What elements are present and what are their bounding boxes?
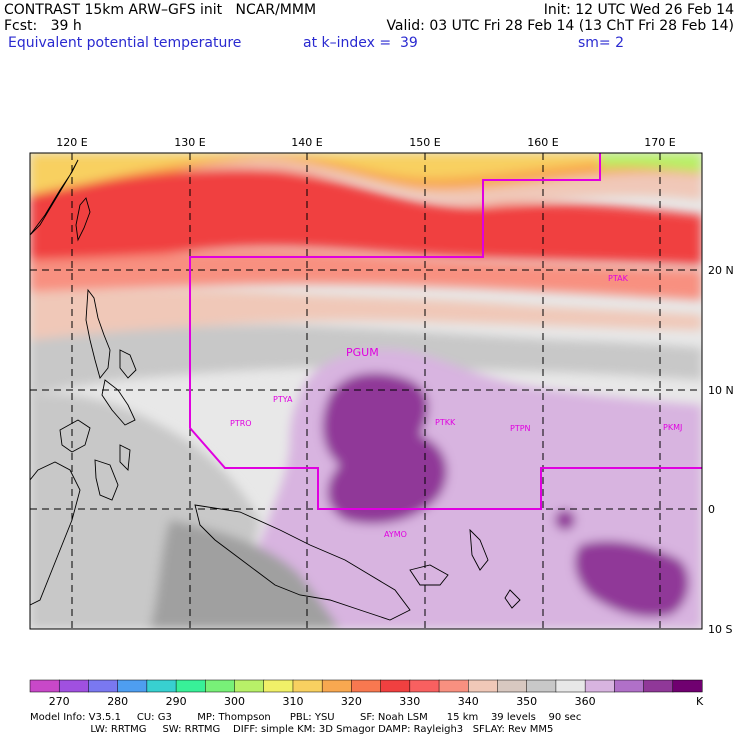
plot-title: CONTRAST 15km ARW–GFS init NCAR/MMM: [4, 2, 317, 18]
lon-label: 140 E: [291, 136, 322, 149]
colorbar-swatch: [351, 679, 382, 693]
station-label: PGUM: [346, 346, 379, 359]
colorbar-swatch: [614, 679, 645, 693]
colorbar-swatch: [380, 679, 411, 693]
station-label: AYMO: [384, 530, 407, 539]
colorbar-swatch: [643, 679, 674, 693]
lat-label: 0: [708, 503, 715, 516]
station-label: PTYA: [273, 395, 293, 404]
theta-e-field: [30, 153, 702, 629]
lat-label: 10 S: [708, 623, 732, 636]
colorbar-swatch: [175, 679, 206, 693]
colorbar-swatch: [117, 679, 148, 693]
colorbar-tick-label: 350: [516, 695, 537, 708]
lon-label: 160 E: [527, 136, 558, 149]
colorbar-swatch: [584, 679, 615, 693]
colorbar-labels: 270 280 290 300 310 320 330 340 350 360: [49, 695, 596, 708]
colorbar-swatch: [497, 679, 528, 693]
colorbar-swatch: [321, 679, 352, 693]
colorbar-swatch: [234, 679, 265, 693]
colorbar-tick-label: 340: [458, 695, 479, 708]
field-name: Equivalent potential temperature: [8, 35, 242, 51]
coastlines: [30, 159, 521, 621]
region-boundary: [189, 153, 702, 510]
model-info: Model Info: V3.5.1 CU: G3 MP: Thompson P…: [30, 712, 582, 723]
lat-label: 20 N: [708, 264, 734, 277]
colorbar-swatch: [205, 679, 236, 693]
station-label: PTPN: [510, 424, 531, 433]
lon-label: 130 E: [174, 136, 205, 149]
colorbar-tick-label: 320: [341, 695, 362, 708]
colorbar-swatch: [146, 679, 177, 693]
colorbar-tick-label: 290: [166, 695, 187, 708]
colorbar-tick-label: 300: [224, 695, 245, 708]
lon-label: 120 E: [56, 136, 87, 149]
station-label: PTAK: [608, 274, 629, 283]
colorbar-tick-label: 310: [283, 695, 304, 708]
colorbar: [29, 679, 703, 693]
colorbar-swatch: [88, 679, 119, 693]
colorbar-tick-label: 280: [107, 695, 128, 708]
lat-label: 10 N: [708, 384, 734, 397]
colorbar-swatch: [555, 679, 586, 693]
colorbar-tick-label: 270: [49, 695, 70, 708]
colorbar-swatch: [58, 679, 89, 693]
colorbar-units: K: [696, 695, 704, 708]
lon-label: 170 E: [644, 136, 675, 149]
init-time: Init: 12 UTC Wed 26 Feb 14: [543, 2, 734, 18]
map-frame: [29, 152, 703, 630]
lon-label: 150 E: [409, 136, 440, 149]
colorbar-swatch: [409, 679, 440, 693]
smoothing: sm= 2: [578, 35, 625, 51]
colorbar-swatch: [263, 679, 294, 693]
colorbar-swatch: [672, 679, 703, 693]
station-label: PKMJ: [663, 423, 682, 432]
station-label: PTRO: [230, 419, 252, 428]
colorbar-swatch: [438, 679, 469, 693]
level-index: at k–index = 39: [303, 35, 418, 51]
station-label: PTKK: [435, 418, 456, 427]
colorbar-swatch: [292, 679, 323, 693]
model-physics: LW: RRTMG SW: RRTMG DIFF: simple KM: 3D …: [30, 724, 554, 735]
colorbar-tick-label: 360: [575, 695, 596, 708]
colorbar-tick-label: 330: [399, 695, 420, 708]
colorbar-swatch: [468, 679, 499, 693]
colorbar-swatch: [526, 679, 557, 693]
colorbar-swatch: [29, 679, 60, 693]
valid-time: Valid: 03 UTC Fri 28 Feb 14 (13 ChT Fri …: [386, 18, 734, 34]
forecast-hour: Fcst: 39 h: [4, 18, 82, 34]
